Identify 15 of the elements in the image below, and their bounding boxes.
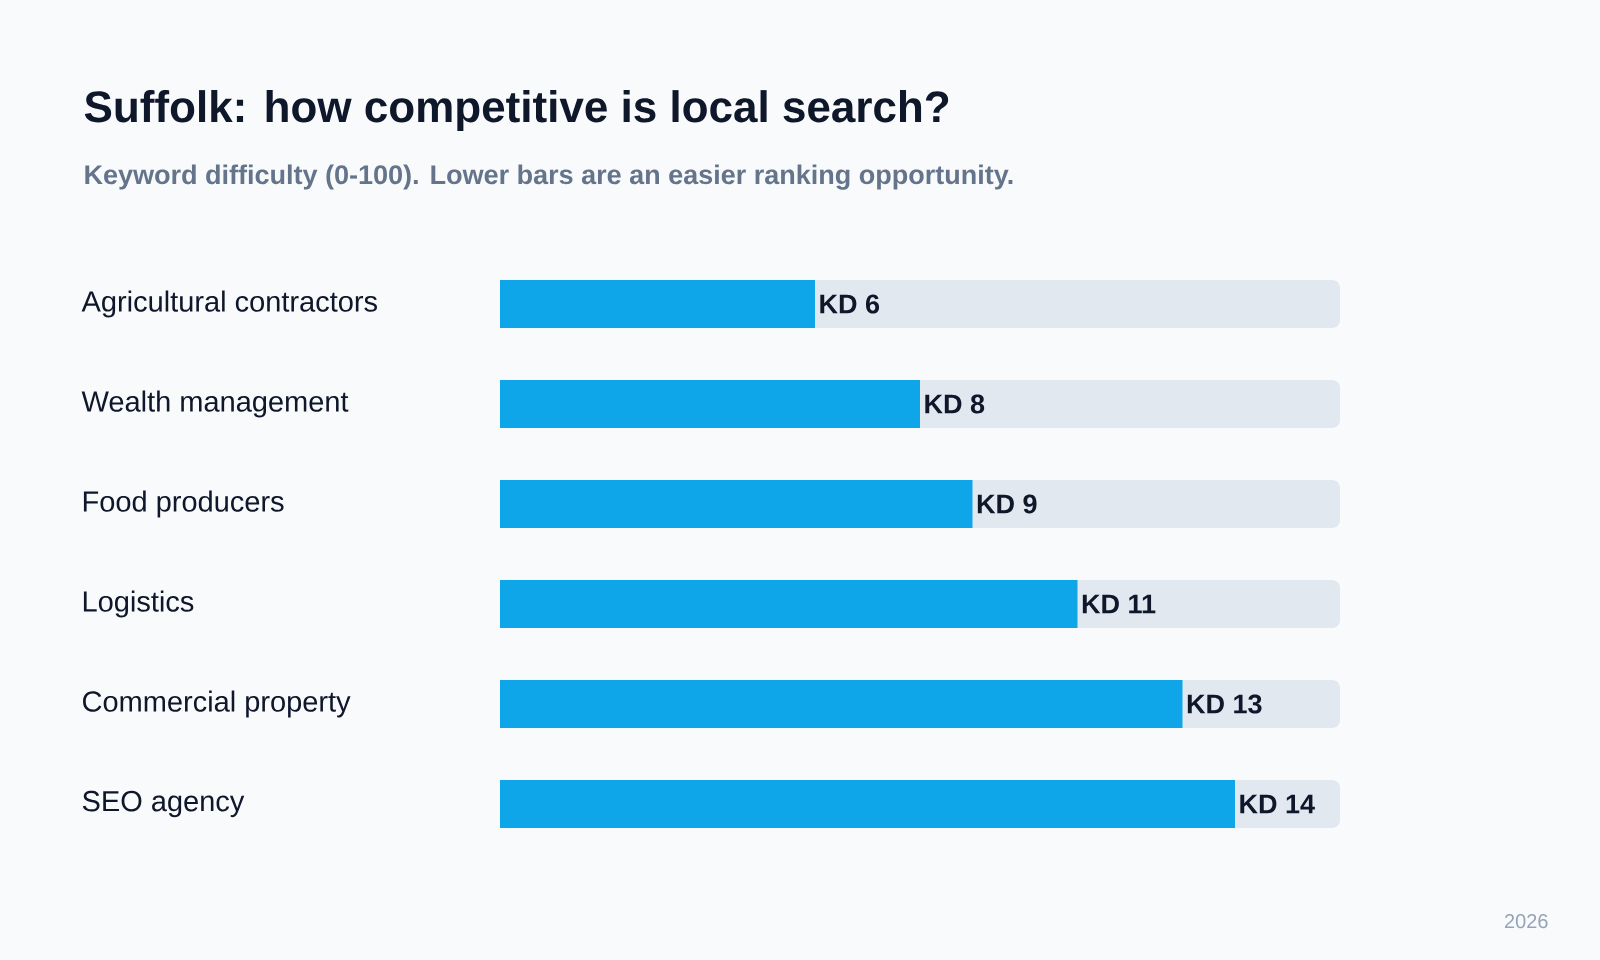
y-tick-label: Agricultural contractors (81, 290, 377, 318)
data-label: KD 9 (977, 494, 1037, 514)
chart-title: Suffolk: how competitive is local search? (84, 90, 949, 132)
y-tick-label: Food producers (83, 490, 284, 518)
data-label: KD 14 (1240, 794, 1315, 814)
data-label: KD 6 (820, 294, 880, 314)
y-tick-label: Wealth management (81, 390, 349, 418)
y-tick-label: Logistics (83, 590, 194, 618)
data-label: KD 8 (925, 394, 985, 414)
data-label: KD 11 (1082, 594, 1156, 614)
chart-subtitle: Keyword difficulty (0-100). Lower bars are an easier ranking opportunity. (85, 164, 1013, 190)
y-tick-label: SEO agency (82, 790, 245, 818)
data-label: KD 13 (1187, 694, 1262, 714)
text: 2026 (1504, 914, 1548, 929)
y-tick-label: Commercial property (83, 690, 351, 718)
